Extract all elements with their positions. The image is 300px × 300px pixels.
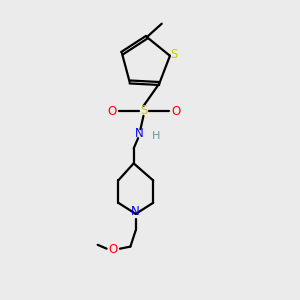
- Text: S: S: [140, 104, 148, 117]
- Text: H: H: [152, 131, 160, 141]
- Text: O: O: [108, 243, 117, 256]
- Text: O: O: [172, 105, 181, 118]
- Text: N: N: [131, 205, 140, 218]
- Text: N: N: [135, 127, 144, 140]
- Text: S: S: [171, 48, 178, 61]
- Text: O: O: [107, 105, 117, 118]
